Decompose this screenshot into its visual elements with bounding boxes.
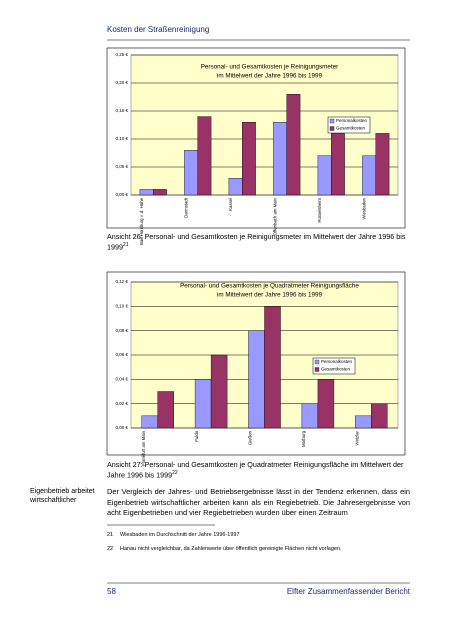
- x-tick-label: Offenbach am Main: [273, 197, 278, 235]
- x-tick-label: Gießen: [248, 430, 253, 445]
- footnote-number: 22: [107, 546, 114, 552]
- footnote-number: 21: [107, 532, 114, 538]
- legend-swatch: [329, 126, 335, 131]
- caption-text: Ansicht 26: Personal- und Gesamtkosten j…: [107, 232, 406, 252]
- y-tick-label: 0,10 €: [115, 136, 128, 141]
- x-tick-label: Wetzlar: [354, 430, 359, 445]
- bar: [210, 354, 228, 429]
- y-tick-label: 0,04 €: [115, 377, 128, 382]
- legend-swatch: [314, 359, 320, 365]
- y-tick-label: 0,15 €: [115, 108, 128, 113]
- bar: [242, 121, 256, 196]
- bar: [371, 403, 388, 429]
- bar: [228, 177, 243, 196]
- x-tick-label: Darmstadt: [184, 197, 189, 218]
- bar: [286, 93, 301, 196]
- bar: [301, 403, 319, 429]
- footnote-ref: 22: [172, 470, 178, 476]
- bar: [153, 189, 167, 196]
- chart: 0,00 € 0,02 € 0,04 € 0,06 € 0,08 € 0,10 € 0,12…: [106, 271, 406, 466]
- legend-swatch: [314, 367, 320, 372]
- margin-note: Eigenbetrieb arbeitet wirtschaftlicher: [30, 488, 95, 504]
- bar: [139, 189, 154, 196]
- y-tick-label: 0,02 €: [115, 401, 128, 406]
- page-number: 58: [107, 587, 116, 596]
- bar: [375, 133, 390, 196]
- chart: 0,00 € 0,05 € 0,10 € 0,15 € 0,20 € 0,25 € Pers…: [106, 47, 406, 245]
- footnote-text: Wiesbaden im Durchschnitt der Jahre 1996…: [120, 532, 240, 538]
- bar: [331, 133, 345, 196]
- footnote-text: Hanau nicht vergleichbar, da Zahlenwerte…: [120, 546, 342, 552]
- footer-title: Elfter Zusammenfassender Bericht: [286, 587, 410, 596]
- body-text: Der Vergleich der Jahres- und Betriebser…: [107, 487, 410, 517]
- x-tick-label: Fulda: [194, 430, 199, 441]
- legend-label: Personalkosten: [336, 118, 368, 123]
- y-tick-label: 0,05 €: [115, 164, 128, 169]
- chart-title: Personal- und Gesamtkosten je Quadratmet…: [180, 283, 359, 290]
- bar: [264, 306, 281, 429]
- x-tick-label: Bad Homburg v. d. Höhe: [139, 197, 144, 245]
- x-tick-label: Rüsselsheim: [317, 198, 322, 223]
- x-tick-label: Marburg: [301, 430, 306, 447]
- legend-label: Personalkosten: [321, 359, 353, 364]
- header-title: Kosten der Straßenreinigung: [107, 25, 210, 34]
- bar: [248, 330, 265, 429]
- legend-swatch: [329, 118, 335, 124]
- caption: Ansicht 27: Personal- und Gesamtkosten j…: [107, 460, 407, 479]
- legend-label: Gesamtkosten: [321, 367, 351, 372]
- y-tick-label: 0,12 €: [115, 279, 128, 284]
- legend-box: [327, 116, 371, 134]
- legend-label: Gesamtkosten: [336, 126, 366, 131]
- y-tick-label: 0,08 €: [115, 328, 128, 333]
- bar: [184, 149, 198, 196]
- x-tick-label: Kassel: [228, 198, 233, 211]
- legend-box: [312, 357, 356, 375]
- chart-title: im Mittelwert der Jahre 1996 bis 1999: [217, 73, 322, 80]
- x-tick-label: Frankfurt am Main: [141, 430, 146, 465]
- chart-title: Personal- und Gesamtkosten je Reinigungs…: [201, 64, 339, 71]
- y-tick-label: 0,00 €: [115, 192, 128, 197]
- bar: [317, 155, 332, 196]
- bar: [355, 415, 372, 429]
- bar: [362, 155, 376, 196]
- bar: [157, 391, 174, 429]
- caption-text: Ansicht 27: Personal- und Gesamtkosten j…: [107, 460, 404, 480]
- x-tick-label: Wiesbaden: [362, 197, 367, 219]
- caption: Ansicht 26: Personal- und Gesamtkosten j…: [107, 232, 407, 251]
- y-tick-label: 0,20 €: [115, 80, 128, 85]
- bar: [273, 121, 287, 196]
- bar: [317, 379, 335, 429]
- chart-title: im Mittelwert der Jahre 1996 bis 1999: [217, 292, 322, 299]
- footnote-ref: 21: [123, 242, 129, 248]
- y-tick-label: 0,25 €: [115, 52, 128, 57]
- bar: [197, 116, 212, 196]
- y-tick-label: 0,06 €: [115, 352, 128, 357]
- bar: [194, 379, 212, 429]
- y-tick-label: 0,00 €: [115, 425, 128, 430]
- bar: [141, 415, 158, 429]
- y-tick-label: 0,10 €: [115, 304, 128, 309]
